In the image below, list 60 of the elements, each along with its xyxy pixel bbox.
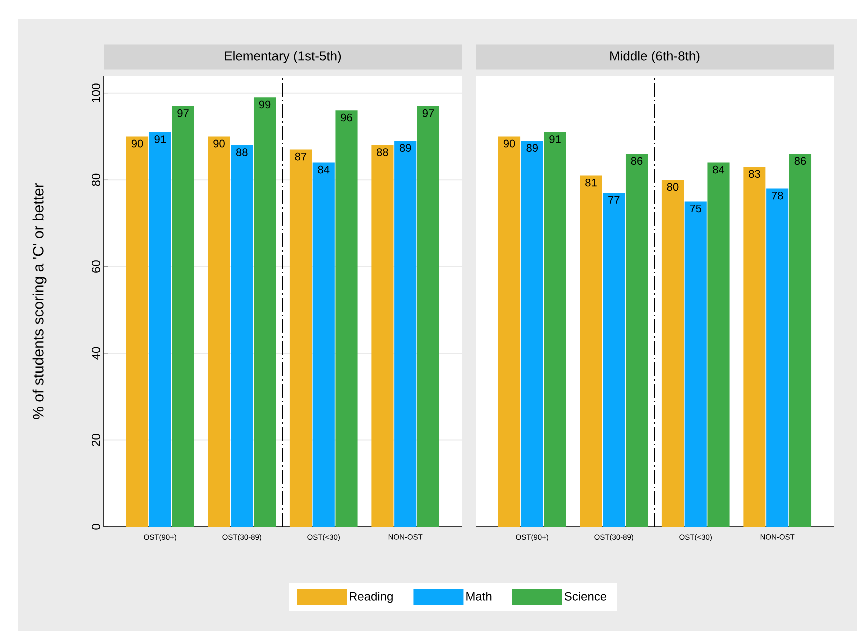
bar bbox=[789, 154, 812, 527]
bar bbox=[544, 132, 566, 527]
bar bbox=[498, 136, 521, 527]
bar bbox=[336, 110, 358, 527]
y-tick-label: 60 bbox=[92, 260, 100, 273]
data-label: 96 bbox=[341, 114, 352, 122]
bar bbox=[372, 145, 394, 527]
data-label: 77 bbox=[608, 196, 620, 204]
bar bbox=[126, 136, 149, 527]
data-label: 80 bbox=[667, 183, 679, 192]
data-label: 88 bbox=[236, 148, 248, 156]
data-label: 75 bbox=[690, 204, 702, 213]
data-label: 97 bbox=[422, 110, 434, 118]
data-label: 91 bbox=[154, 136, 166, 144]
bar bbox=[149, 132, 172, 527]
bar bbox=[744, 167, 766, 527]
bar bbox=[684, 202, 707, 527]
legend-label: Math bbox=[466, 592, 492, 601]
bar bbox=[603, 193, 626, 527]
bar bbox=[521, 141, 544, 527]
legend-label: Reading bbox=[350, 592, 393, 604]
y-tick-label: 80 bbox=[92, 174, 100, 186]
bar bbox=[394, 141, 417, 527]
bar bbox=[580, 176, 602, 527]
chart-title: Elementary (1st-5th) bbox=[225, 51, 342, 64]
bar bbox=[290, 150, 312, 527]
data-label: 90 bbox=[214, 140, 225, 148]
data-label: 89 bbox=[400, 144, 412, 152]
data-label: 91 bbox=[550, 136, 561, 144]
y-tick-label: 0 bbox=[92, 524, 100, 530]
bar bbox=[662, 180, 684, 527]
data-label: 90 bbox=[504, 140, 516, 148]
bar bbox=[766, 188, 789, 527]
bar bbox=[626, 154, 648, 527]
bar bbox=[231, 145, 254, 527]
data-label: 86 bbox=[631, 157, 643, 166]
data-label: 86 bbox=[794, 157, 806, 166]
data-label: 89 bbox=[526, 144, 538, 152]
data-label: 81 bbox=[586, 178, 597, 187]
bar bbox=[708, 162, 730, 527]
data-label: 90 bbox=[132, 140, 144, 148]
legend-label: Science bbox=[564, 592, 607, 601]
data-label: 83 bbox=[749, 170, 760, 178]
bar bbox=[208, 136, 230, 527]
data-label: 84 bbox=[713, 166, 725, 174]
bar bbox=[254, 98, 276, 527]
bar bbox=[172, 106, 194, 527]
data-label: 78 bbox=[772, 192, 784, 200]
y-axis-title: % of students scoring a 'C' or better bbox=[32, 183, 47, 420]
y-tick-label: 20 bbox=[92, 434, 100, 446]
y-tick-label: 100 bbox=[92, 84, 100, 102]
data-label: 84 bbox=[318, 166, 330, 174]
y-tick-label: 40 bbox=[92, 347, 100, 360]
chart-title: Middle (6th-8th) bbox=[610, 51, 700, 64]
data-label: 97 bbox=[178, 110, 189, 118]
data-label: 88 bbox=[377, 148, 388, 156]
data-label: 87 bbox=[295, 152, 307, 161]
data-label: 99 bbox=[259, 100, 271, 109]
bar bbox=[312, 162, 335, 527]
bar bbox=[417, 106, 440, 527]
